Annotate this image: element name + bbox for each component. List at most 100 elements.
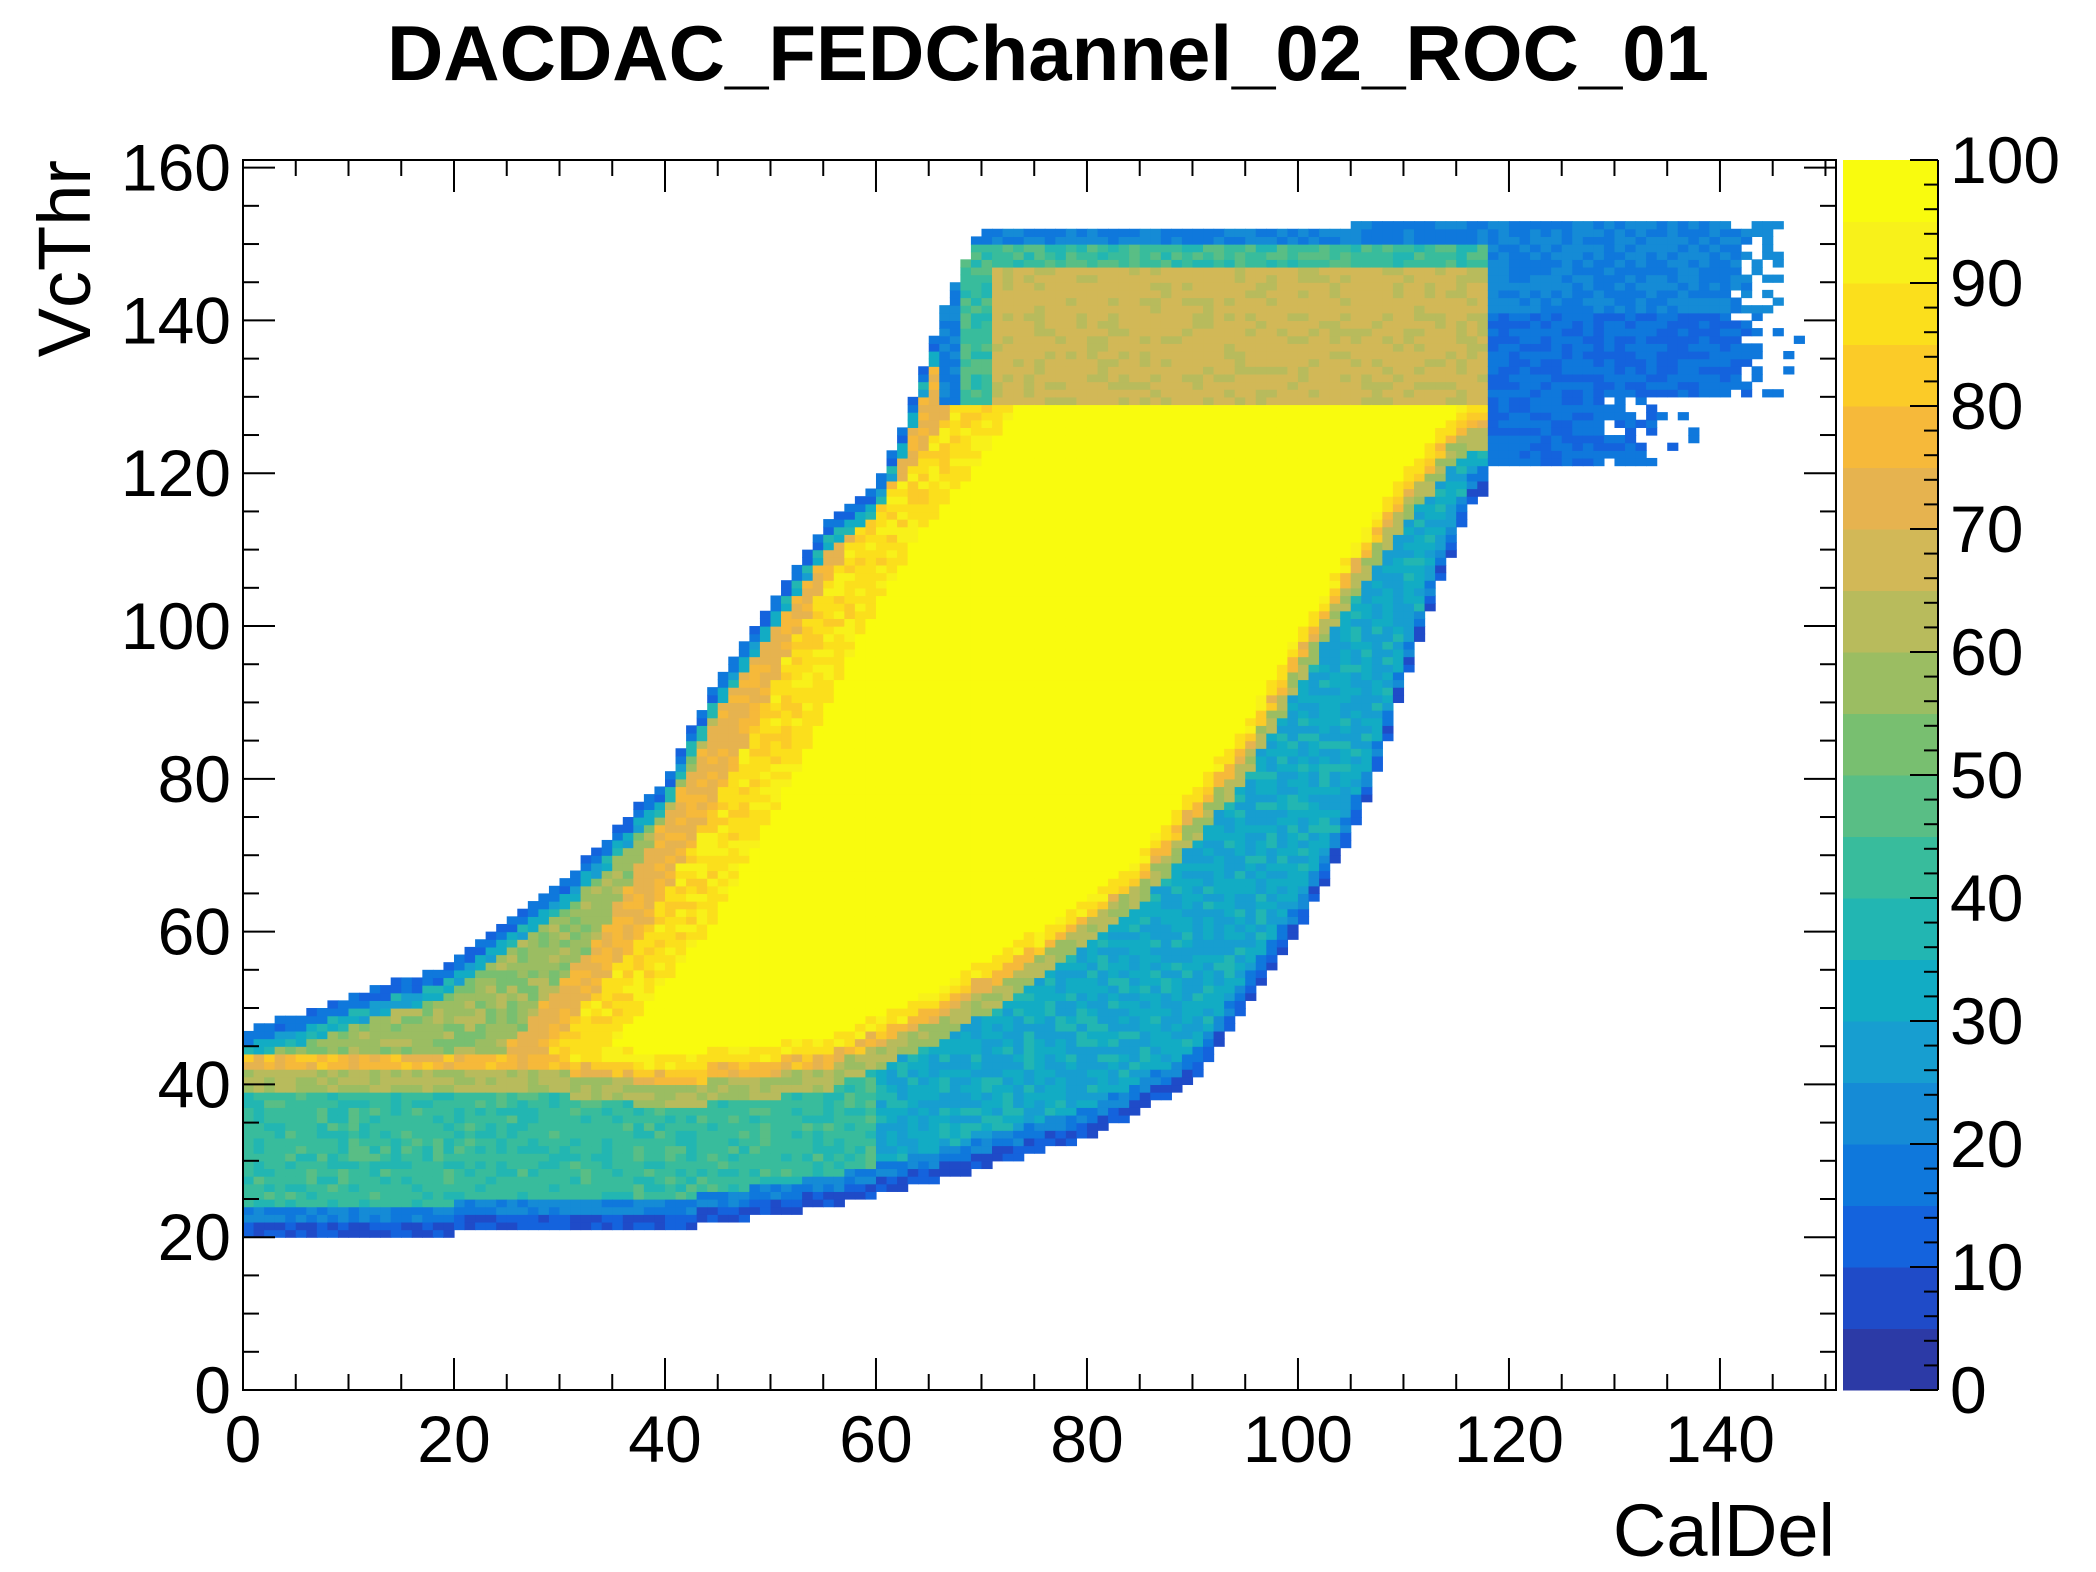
heatmap-cell	[517, 1214, 529, 1223]
heatmap-cell	[939, 595, 951, 604]
heatmap-cell	[928, 817, 940, 826]
heatmap-cell	[1013, 771, 1025, 780]
heatmap-cell	[1023, 427, 1035, 436]
heatmap-cell	[875, 786, 888, 795]
heatmap-cell	[854, 687, 867, 696]
heatmap-cell	[1002, 1107, 1014, 1116]
heatmap-cell	[369, 985, 381, 994]
heatmap-cell	[970, 656, 983, 665]
heatmap-cell	[897, 435, 909, 444]
heatmap-cell	[601, 1145, 613, 1154]
heatmap-cell	[949, 962, 961, 971]
heatmap-cell	[686, 755, 698, 765]
heatmap-cell	[1023, 511, 1035, 520]
heatmap-cell	[918, 610, 930, 619]
heatmap-cell	[875, 1137, 888, 1147]
heatmap-cell	[992, 923, 1004, 933]
heatmap-cell	[707, 939, 719, 948]
heatmap-cell	[1034, 740, 1046, 749]
heatmap-cell	[1044, 1084, 1056, 1093]
heatmap-cell	[1002, 350, 1014, 360]
heatmap-cell	[928, 457, 940, 467]
heatmap-cell	[633, 939, 645, 948]
heatmap-cell	[939, 923, 951, 933]
heatmap-cell	[696, 1114, 708, 1124]
heatmap-cell	[981, 618, 993, 627]
heatmap-cell	[601, 893, 613, 902]
heatmap-cell	[981, 656, 993, 665]
heatmap-cell	[1023, 1122, 1035, 1131]
heatmap-cell	[875, 992, 888, 1001]
heatmap-cell	[992, 1114, 1004, 1124]
heatmap-cell	[622, 916, 634, 925]
heatmap-cell	[1044, 1076, 1056, 1086]
heatmap-cell	[1034, 710, 1046, 719]
heatmap-cell	[728, 1107, 740, 1116]
heatmap-cell	[833, 809, 845, 818]
heatmap-cell	[939, 580, 951, 589]
heatmap-cell	[696, 1061, 708, 1070]
heatmap-cell	[802, 1130, 814, 1139]
heatmap-cell	[654, 969, 666, 979]
heatmap-cell	[274, 1114, 286, 1124]
heatmap-cell	[506, 1069, 518, 1078]
heatmap-cell	[812, 954, 824, 963]
heatmap-cell	[475, 1160, 487, 1170]
heatmap-cell	[897, 1092, 909, 1101]
heatmap-cell	[506, 992, 518, 1001]
heatmap-cell	[992, 801, 1004, 810]
heatmap-cell	[506, 939, 518, 948]
heatmap-cell	[633, 1153, 645, 1162]
heatmap-cell	[970, 1122, 983, 1131]
heatmap-cell	[833, 1038, 845, 1047]
heatmap-cell	[823, 648, 835, 658]
heatmap-cell	[559, 1176, 571, 1185]
heatmap-cell	[591, 1061, 603, 1070]
heatmap-cell	[1002, 748, 1014, 757]
heatmap-cell	[886, 549, 898, 558]
heatmap-cell	[791, 786, 803, 795]
heatmap-cell	[664, 1191, 677, 1200]
heatmap-cell	[728, 1206, 740, 1215]
heatmap-cell	[295, 1199, 307, 1208]
heatmap-cell	[960, 1061, 972, 1070]
heatmap-cell	[854, 908, 867, 917]
heatmap-cell	[992, 1069, 1004, 1078]
heatmap-cell	[907, 626, 919, 635]
heatmap-cell	[960, 954, 972, 963]
heatmap-cell	[675, 992, 687, 1001]
heatmap-cell	[1023, 564, 1035, 574]
heatmap-cell	[622, 1107, 634, 1116]
heatmap-cell	[601, 1084, 613, 1093]
heatmap-cell	[928, 618, 940, 627]
heatmap-cell	[633, 1168, 645, 1177]
heatmap-cell	[517, 977, 529, 986]
heatmap-cell	[928, 755, 940, 765]
heatmap-cell	[1023, 419, 1035, 428]
heatmap-cell	[823, 1008, 835, 1017]
heatmap-cell	[591, 878, 603, 887]
heatmap-cell	[981, 1137, 993, 1147]
heatmap-cell	[728, 1000, 740, 1009]
heatmap-cell	[949, 320, 961, 329]
heatmap-cell	[295, 1015, 307, 1024]
heatmap-cell	[1002, 519, 1014, 528]
heatmap-cell	[401, 1221, 413, 1231]
heatmap-cell	[686, 893, 698, 902]
heatmap-cell	[728, 1137, 740, 1147]
heatmap-cell	[770, 916, 782, 925]
heatmap-cell	[833, 564, 845, 574]
heatmap-cell	[865, 763, 877, 772]
heatmap-cell	[696, 977, 708, 986]
heatmap-cell	[1002, 1137, 1014, 1147]
heatmap-cell	[1013, 1153, 1025, 1162]
heatmap-cell	[970, 664, 983, 673]
heatmap-cell	[612, 1076, 624, 1086]
heatmap-cell	[548, 1176, 561, 1185]
heatmap-cell	[854, 855, 867, 864]
heatmap-cell	[844, 557, 856, 566]
heatmap-cell	[875, 939, 888, 948]
heatmap-cell	[865, 801, 877, 810]
heatmap-cell	[1013, 343, 1025, 352]
heatmap-cell	[686, 916, 698, 925]
